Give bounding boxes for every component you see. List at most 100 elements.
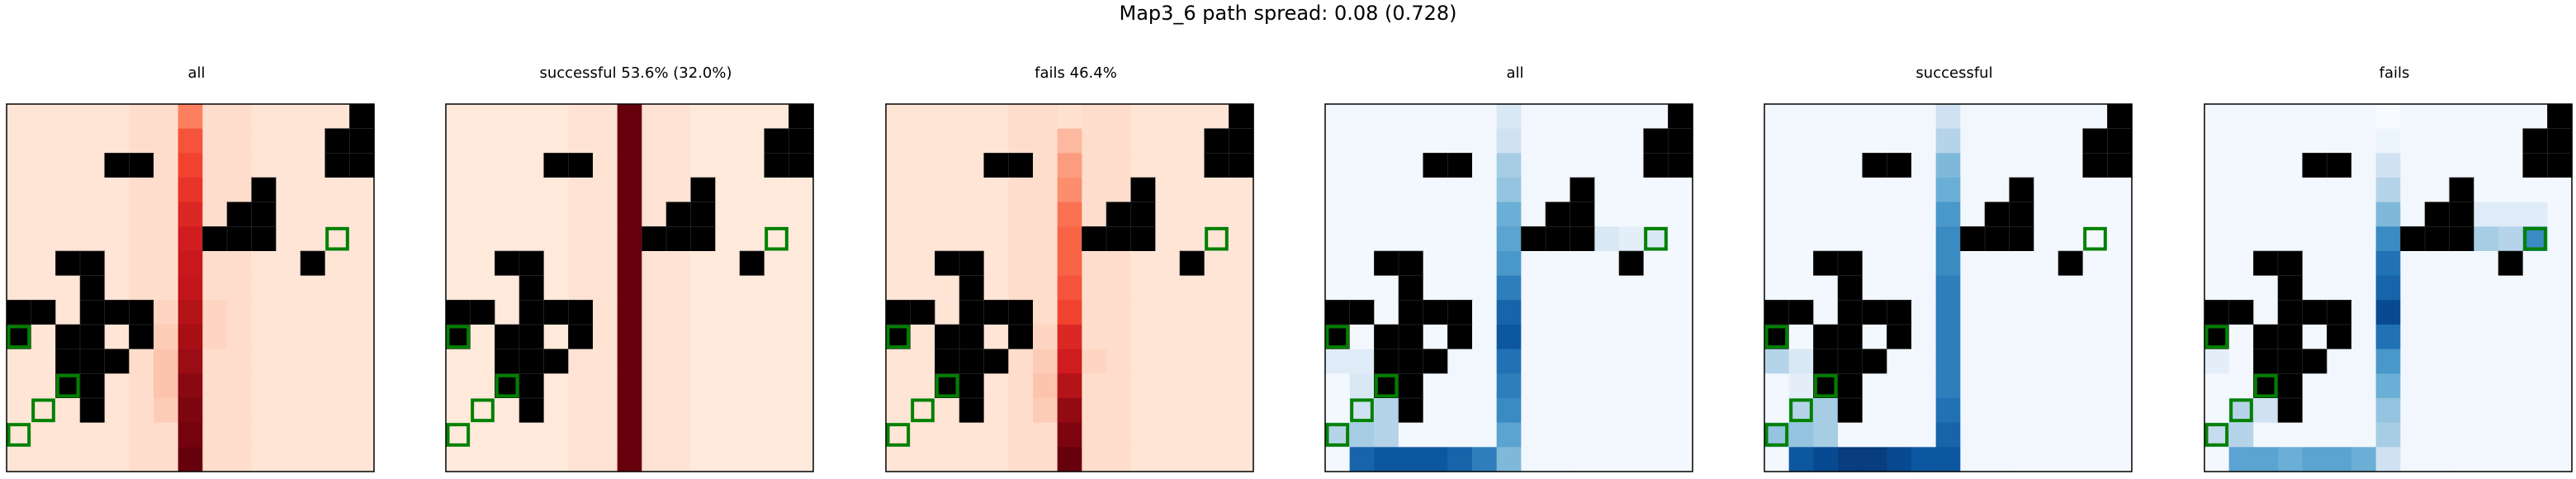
heat-cell [55,128,81,154]
heat-cell [178,153,203,178]
heat-cell [1788,153,1814,178]
heat-cell [1643,325,1669,350]
heat-cell [495,300,520,325]
heat-cell [1935,398,1961,424]
heat-cell [886,398,912,424]
heat-cell [178,128,203,154]
obstacle-cell [788,128,814,154]
heat-cell [2058,128,2084,154]
heat-cell [2278,128,2304,154]
heat-cell [2425,251,2451,277]
obstacle-cell [79,275,106,301]
heat-cell [642,447,667,472]
heat-cell [690,153,716,178]
heat-cell [593,373,618,399]
heat-cell [2498,373,2524,399]
heat-cell [251,398,277,424]
heat-cell [2302,202,2327,227]
heat-cell [1033,153,1058,178]
goal-marker [886,423,911,447]
heat-cell [2034,349,2059,374]
heat-cell [154,373,179,399]
heat-cell [788,325,814,350]
heat-cell [1764,178,1790,203]
heat-cell [470,128,495,154]
obstacle-cell [690,177,717,203]
heat-cell [1985,275,2010,301]
heat-cell [178,349,203,374]
heat-cell [1521,349,1546,374]
heat-cell [2400,251,2426,277]
heat-cell [1985,373,2010,399]
heat-cell [1130,373,1156,399]
heat-cell [80,104,106,130]
heat-cell [2474,325,2499,350]
heatmap-grid [445,103,814,472]
heat-cell [154,153,179,178]
heat-cell [2474,349,2499,374]
heat-cell [1229,300,1254,325]
heat-cell [2327,398,2352,424]
heat-cell [1521,373,1546,399]
heat-cell [446,349,471,374]
heat-cell [1788,447,1814,472]
heat-cell [2228,325,2254,350]
heat-cell [1960,398,1986,424]
heat-cell [715,202,741,227]
heat-cell [154,275,179,301]
heat-cell [80,153,106,178]
heat-cell [7,178,32,203]
heat-cell [1862,325,1887,350]
heat-cell [2058,104,2084,130]
heat-cell [1423,128,1448,154]
heat-cell [1496,325,1522,350]
heat-cell [1643,447,1669,472]
heat-cell [2302,104,2327,130]
heat-cell [1349,153,1375,178]
heat-cell [2204,349,2230,374]
heat-cell [2278,202,2304,227]
heat-cell [1935,373,1961,399]
heat-cell [1594,251,1620,277]
heat-cell [1106,373,1132,399]
heat-cell [2034,104,2059,130]
heat-cell [910,349,935,374]
heat-cell [470,275,495,301]
heat-cell [1643,202,1669,227]
heat-cell [1911,251,1937,277]
obstacle-cell [300,250,326,277]
heat-cell [276,226,301,252]
obstacle-cell [1374,373,1399,399]
heat-cell [593,226,618,252]
heat-cell [1985,153,2010,178]
heat-cell [301,202,326,227]
heat-cell [202,447,228,472]
heat-cell [1935,226,1961,252]
heat-cell [1788,422,1814,448]
heat-cell [2253,447,2279,472]
heat-cell [2082,349,2108,374]
heat-cell [2474,128,2499,154]
heat-cell [2009,349,2034,374]
heat-cell [788,422,814,448]
heat-cell [251,349,277,374]
heat-cell [349,300,375,325]
heat-cell [2400,349,2426,374]
heat-cell [1594,349,1620,374]
heat-cell [31,153,56,178]
heat-cell [1935,202,1961,227]
heat-cell [349,325,375,350]
goal-marker [325,226,349,251]
heat-cell [1423,325,1448,350]
heat-cell [568,128,594,154]
heat-cell [2327,104,2352,130]
heat-cell [715,398,741,424]
heat-cell [642,398,667,424]
heat-cell [740,398,765,424]
heat-cell [495,398,520,424]
heat-cell [2278,422,2304,448]
heat-cell [2302,178,2327,203]
goal-marker [495,373,519,398]
obstacle-cell [31,300,57,325]
heat-cell [446,178,471,203]
